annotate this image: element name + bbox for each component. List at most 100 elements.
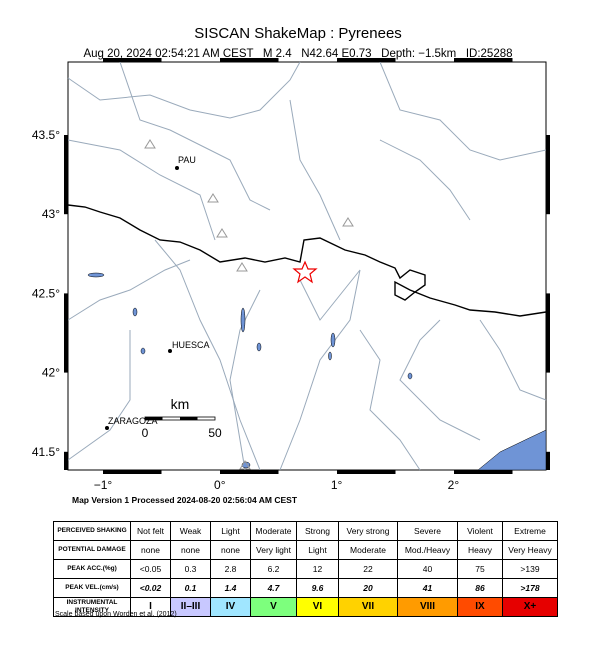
lon-label: 0°: [214, 478, 226, 492]
legend-cell: IX: [457, 597, 503, 617]
legend-cell: Weak: [170, 521, 211, 541]
row-label: PEAK VEL.(cm/s): [53, 578, 131, 598]
legend-row: INSTRUMENTAL INTENSITY I II–III IV V VI VII VII…: [53, 597, 558, 617]
legend-cell: Very Heavy: [502, 540, 558, 560]
legend-row: PEAK VEL.(cm/s) <0.02 0.1 1.4 4.7 9.6 20 41 86 >1…: [53, 578, 558, 598]
city-dot: [168, 349, 172, 353]
legend-cell: Very strong: [338, 521, 398, 541]
footer: Scale based upon Worden et al. (2012): [55, 611, 177, 618]
legend-cell: VII: [338, 597, 398, 617]
lon-label: −1°: [94, 478, 113, 492]
frame-bar: [337, 58, 396, 62]
legend-cell: <0.02: [130, 578, 171, 598]
scale-bar: [180, 417, 198, 420]
lon-label: 1°: [331, 478, 343, 492]
lat-label: 43.5°: [32, 128, 60, 142]
legend-cell: I: [130, 597, 171, 617]
map-version: Map Version 1 Processed 2024-08-20 02:56…: [72, 495, 298, 505]
frame-bar: [546, 451, 550, 470]
scale-unit: km: [171, 396, 190, 412]
lon-label: 2°: [448, 478, 460, 492]
scale-start: 0: [142, 426, 149, 440]
intensity-legend: PERCEIVED SHAKING Not felt Weak Light Modera…: [53, 521, 558, 617]
legend-cell: 86: [457, 578, 503, 598]
stations: [144, 139, 354, 470]
legend-cell: 2.8: [210, 559, 251, 579]
legend-cell: VIII: [397, 597, 458, 617]
city-label: PAU: [178, 155, 196, 165]
frame-bar: [64, 451, 68, 470]
legend-cell: Severe: [397, 521, 458, 541]
legend-cell: Extreme: [502, 521, 558, 541]
frame-bar: [220, 470, 279, 474]
city-label: ZARAGOZA: [108, 416, 158, 426]
legend-cell: IV: [210, 597, 251, 617]
subtitle: Aug 20, 2024 02:54:21 AM CEST M 2.4 N42.…: [83, 48, 512, 60]
legend-cell: Strong: [296, 521, 339, 541]
lat-label: 41.5°: [32, 445, 60, 459]
frame-bar: [64, 135, 68, 215]
legend-cell: none: [170, 540, 211, 560]
legend-cell: 6.2: [250, 559, 297, 579]
legend-cell: Moderate: [338, 540, 398, 560]
frame-bar: [64, 293, 68, 373]
legend-cell: X+: [502, 597, 558, 617]
city-dot: [175, 166, 179, 170]
legend-row: POTENTIAL DAMAGE none none none Very light Li…: [53, 540, 558, 560]
frame-bar: [546, 135, 550, 215]
legend-cell: 41: [397, 578, 458, 598]
frame-bar: [454, 58, 513, 62]
frame-bar: [220, 58, 279, 62]
rivers: [67, 61, 547, 471]
legend-cell: VI: [296, 597, 339, 617]
legend-cell: 40: [397, 559, 458, 579]
legend-cell: Moderate: [250, 521, 297, 541]
border: [67, 204, 547, 317]
legend-cell: 4.7: [250, 578, 297, 598]
frame-bar: [103, 470, 162, 474]
scale-bar: [145, 417, 163, 420]
legend-row: PEAK ACC.(%g) <0.05 0.3 2.8 6.2 12 22 40 75 >139: [53, 559, 558, 579]
legend-cell: none: [130, 540, 171, 560]
legend-cell: Not felt: [130, 521, 171, 541]
legend-cell: Very light: [250, 540, 297, 560]
legend-cell: 1.4: [210, 578, 251, 598]
legend-cell: 0.1: [170, 578, 211, 598]
legend-row: PERCEIVED SHAKING Not felt Weak Light Modera…: [53, 521, 558, 541]
row-label: POTENTIAL DAMAGE: [53, 540, 131, 560]
row-label: PERCEIVED SHAKING: [53, 521, 131, 541]
legend-cell: 20: [338, 578, 398, 598]
epicenter: [292, 260, 318, 284]
legend-cell: Light: [296, 540, 339, 560]
legend-cell: 22: [338, 559, 398, 579]
legend-cell: V: [250, 597, 297, 617]
axis-labels: 43.5° 43° 42.5° 42° 41.5° −1° 0° 1° 2°: [32, 128, 459, 492]
legend-cell: II–III: [170, 597, 211, 617]
frame-bar: [454, 470, 513, 474]
lat-label: 43°: [42, 207, 60, 221]
legend-cell: 75: [457, 559, 503, 579]
legend-cell: Heavy: [457, 540, 503, 560]
lat-label: 42°: [42, 366, 60, 380]
legend-cell: none: [210, 540, 251, 560]
legend-cell: Light: [210, 521, 251, 541]
frame-bar: [337, 470, 396, 474]
frame-bar: [546, 293, 550, 373]
legend-cell: >178: [502, 578, 558, 598]
legend-cell: 9.6: [296, 578, 339, 598]
title: SISCAN ShakeMap : Pyrenees: [194, 25, 402, 42]
map: PAU HUESCA ZARAGOZA km 0 50 43.5° 43° 42.5…: [32, 58, 550, 492]
frame-bar: [103, 58, 162, 62]
city-dot: [105, 426, 109, 430]
lat-label: 42.5°: [32, 286, 60, 300]
legend-cell: <0.05: [130, 559, 171, 579]
legend-cell: >139: [502, 559, 558, 579]
legend-cell: Mod./Heavy: [397, 540, 458, 560]
scale-end: 50: [208, 426, 222, 440]
frame-bars: [64, 58, 550, 474]
legend-cell: Violent: [457, 521, 503, 541]
legend-cell: 12: [296, 559, 339, 579]
row-label: PEAK ACC.(%g): [53, 559, 131, 579]
